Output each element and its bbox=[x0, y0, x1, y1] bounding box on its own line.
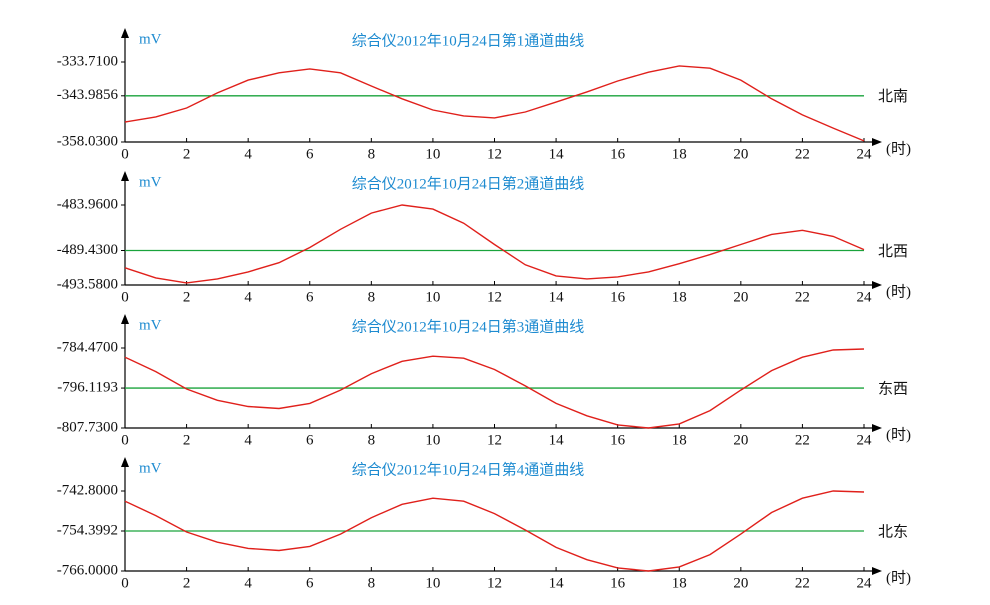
x-tick-label: 8 bbox=[368, 289, 376, 305]
x-tick-label: 4 bbox=[244, 432, 252, 448]
x-tick-label: 2 bbox=[183, 146, 191, 162]
y-tick-label: -358.0300 bbox=[57, 133, 118, 149]
x-tick-label: 14 bbox=[549, 575, 565, 591]
x-axis-label: (时) bbox=[886, 569, 911, 586]
x-tick-label: 22 bbox=[795, 146, 810, 162]
x-tick-label: 12 bbox=[487, 432, 502, 448]
reference-label: 北东 bbox=[878, 523, 908, 540]
x-tick-label: 16 bbox=[610, 432, 626, 448]
y-axis-label: mV bbox=[139, 317, 162, 333]
chart-title: 综合仪2012年10月24日第3通道曲线 bbox=[352, 317, 585, 335]
x-tick-label: 0 bbox=[121, 289, 129, 305]
y-tick-label: -807.7300 bbox=[57, 419, 118, 435]
x-axis-arrow bbox=[872, 567, 882, 575]
y-tick-label: -742.8000 bbox=[57, 482, 118, 498]
chart-title: 综合仪2012年10月24日第1通道曲线 bbox=[352, 31, 585, 49]
y-tick-label: -483.9600 bbox=[57, 196, 118, 212]
x-tick-label: 18 bbox=[672, 289, 687, 305]
x-tick-label: 0 bbox=[121, 146, 129, 162]
x-tick-label: 12 bbox=[487, 146, 502, 162]
y-tick-label: -766.0000 bbox=[57, 562, 118, 578]
x-tick-label: 0 bbox=[121, 575, 129, 591]
x-tick-label: 16 bbox=[610, 575, 626, 591]
x-tick-label: 12 bbox=[487, 575, 502, 591]
x-tick-label: 16 bbox=[610, 289, 626, 305]
chart-title: 综合仪2012年10月24日第2通道曲线 bbox=[352, 174, 585, 192]
y-axis-arrow bbox=[121, 457, 129, 467]
x-tick-label: 16 bbox=[610, 146, 626, 162]
data-line bbox=[124, 490, 865, 572]
x-tick-label: 24 bbox=[857, 289, 873, 305]
x-tick-label: 10 bbox=[425, 289, 440, 305]
x-tick-label: 14 bbox=[549, 289, 565, 305]
y-axis-label: mV bbox=[139, 460, 162, 476]
x-tick-label: 22 bbox=[795, 432, 810, 448]
x-axis-arrow bbox=[872, 138, 882, 146]
x-tick-label: 4 bbox=[244, 146, 252, 162]
x-tick-label: 6 bbox=[306, 289, 314, 305]
y-axis-arrow bbox=[121, 171, 129, 181]
x-tick-label: 6 bbox=[306, 432, 314, 448]
x-axis-arrow bbox=[872, 424, 882, 432]
y-tick-label: -333.7100 bbox=[57, 53, 118, 69]
x-axis-label: (时) bbox=[886, 426, 911, 443]
x-tick-label: 18 bbox=[672, 146, 687, 162]
reference-label: 北西 bbox=[878, 243, 908, 260]
reference-label: 东西 bbox=[878, 381, 908, 398]
x-tick-label: 18 bbox=[672, 575, 687, 591]
y-axis-label: mV bbox=[139, 31, 162, 47]
x-tick-label: 20 bbox=[733, 575, 748, 591]
y-tick-label: -754.3992 bbox=[57, 522, 118, 538]
x-tick-label: 8 bbox=[368, 146, 376, 162]
data-line bbox=[124, 65, 865, 142]
x-tick-label: 10 bbox=[425, 146, 440, 162]
x-tick-label: 2 bbox=[183, 575, 191, 591]
x-axis-label: (时) bbox=[886, 283, 911, 300]
x-tick-label: 20 bbox=[733, 289, 748, 305]
x-axis-label: (时) bbox=[886, 140, 911, 157]
x-tick-label: 10 bbox=[425, 575, 440, 591]
x-tick-label: 4 bbox=[244, 575, 252, 591]
x-axis-arrow bbox=[872, 281, 882, 289]
x-tick-label: 22 bbox=[795, 575, 810, 591]
x-tick-label: 2 bbox=[183, 289, 191, 305]
y-axis-arrow bbox=[121, 28, 129, 38]
reference-label: 北南 bbox=[878, 88, 908, 105]
y-tick-label: -784.4700 bbox=[57, 339, 118, 355]
y-axis-arrow bbox=[121, 314, 129, 324]
x-tick-label: 14 bbox=[549, 432, 565, 448]
x-tick-label: 10 bbox=[425, 432, 440, 448]
x-tick-label: 4 bbox=[244, 289, 252, 305]
y-tick-label: -489.4300 bbox=[57, 242, 118, 258]
data-line bbox=[124, 204, 865, 284]
x-tick-label: 20 bbox=[733, 432, 748, 448]
y-tick-label: -796.1193 bbox=[57, 380, 118, 396]
chart-title: 综合仪2012年10月24日第4通道曲线 bbox=[352, 460, 585, 478]
x-tick-label: 8 bbox=[368, 575, 376, 591]
x-tick-label: 18 bbox=[672, 432, 687, 448]
y-tick-label: -343.9856 bbox=[57, 87, 119, 103]
x-tick-label: 6 bbox=[306, 146, 314, 162]
data-line bbox=[124, 348, 865, 429]
x-tick-label: 14 bbox=[549, 146, 565, 162]
x-tick-label: 24 bbox=[857, 146, 873, 162]
x-tick-label: 24 bbox=[857, 575, 873, 591]
x-tick-label: 22 bbox=[795, 289, 810, 305]
x-tick-label: 20 bbox=[733, 146, 748, 162]
x-tick-label: 24 bbox=[857, 432, 873, 448]
x-tick-label: 8 bbox=[368, 432, 376, 448]
x-tick-label: 2 bbox=[183, 432, 191, 448]
x-tick-label: 6 bbox=[306, 575, 314, 591]
y-tick-label: -493.5800 bbox=[57, 276, 118, 292]
x-tick-label: 12 bbox=[487, 289, 502, 305]
y-axis-label: mV bbox=[139, 174, 162, 190]
x-tick-label: 0 bbox=[121, 432, 129, 448]
